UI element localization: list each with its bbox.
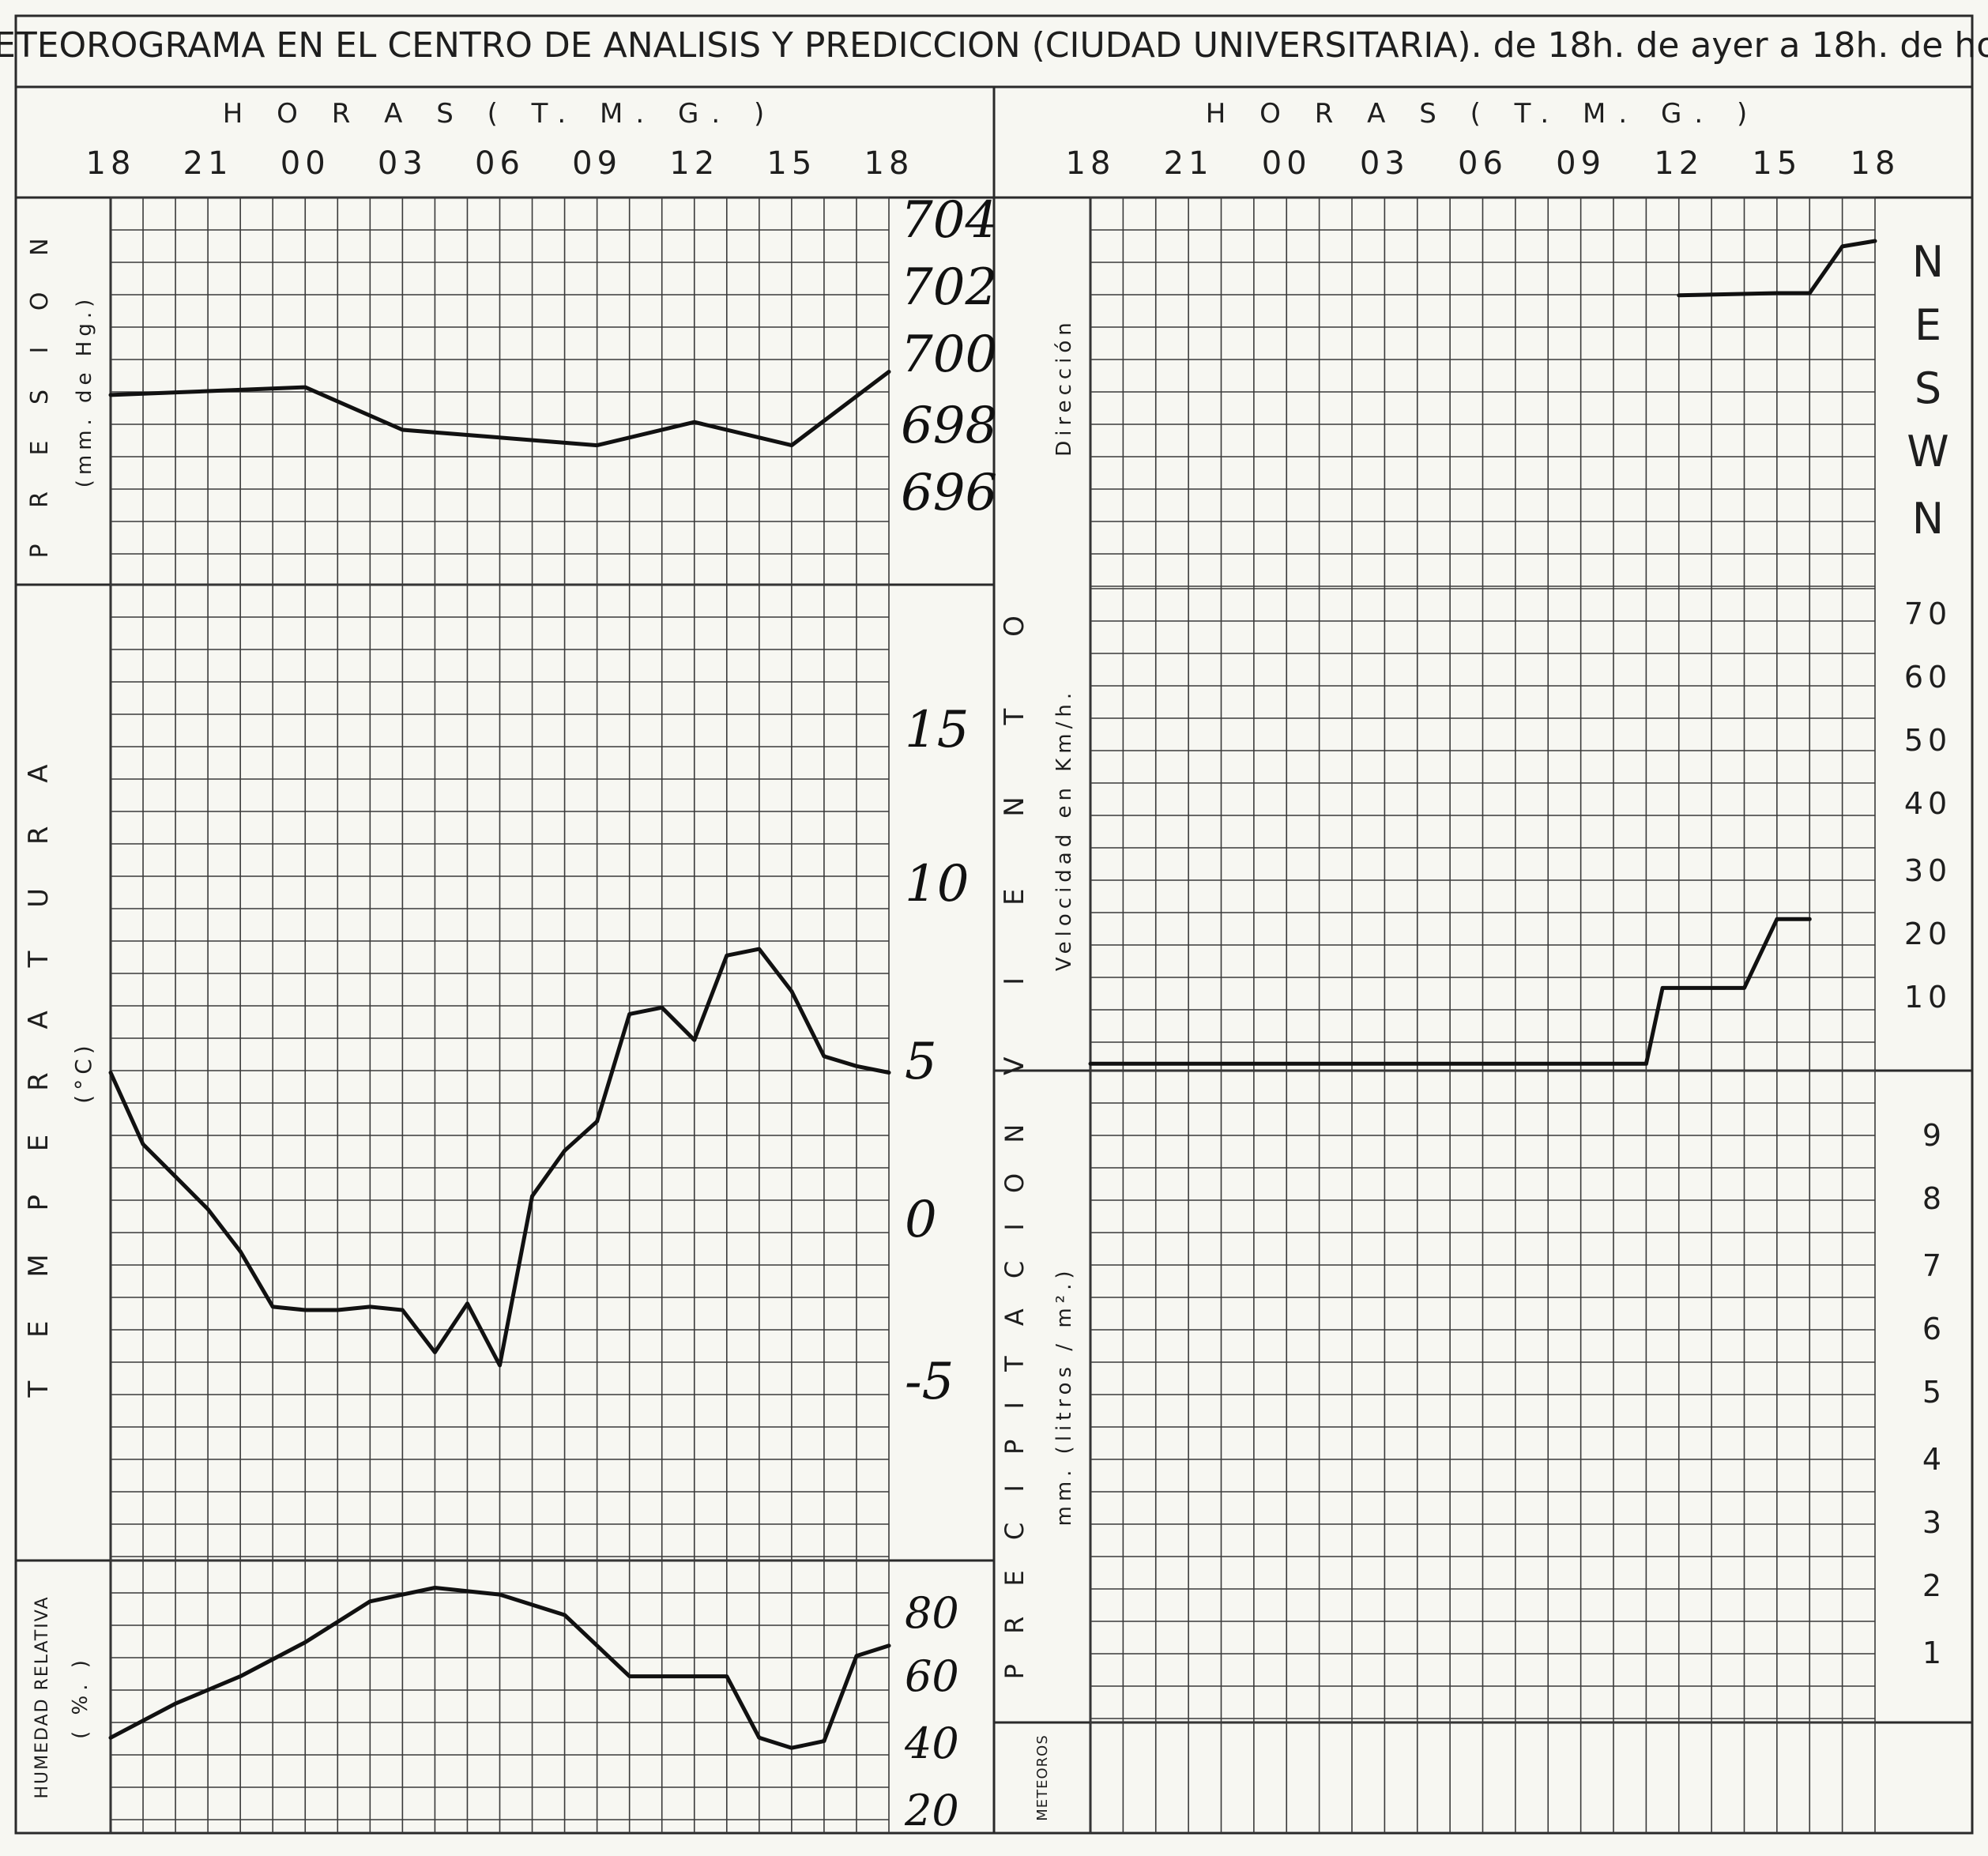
temperature-label: T E M P E R A T U R A (23, 747, 55, 1398)
right-hour-tick: 18 (1851, 145, 1900, 182)
precip-axis-label: 2 (1922, 1568, 1941, 1603)
left-hour-tick: 18 (86, 145, 136, 182)
pressure-axis-label: 702 (901, 258, 997, 317)
left-hour-tick: 12 (669, 145, 719, 182)
left-horas-header: H O R A S ( T. M. G. ) (223, 98, 777, 130)
humidity-axis-label: 60 (905, 1651, 959, 1701)
temperature-axis-label: 0 (905, 1191, 937, 1249)
precip-axis-label: 6 (1922, 1312, 1941, 1346)
pressure-axis-label: 698 (901, 397, 997, 455)
velocity-axis-label: 60 (1904, 660, 1952, 695)
wind-label: V I E N T O (999, 584, 1030, 1075)
direction-axis-label: E (1915, 300, 1941, 350)
page-title: METEOROGRAMA EN EL CENTRO DE ANALISIS Y … (0, 25, 1988, 66)
right-hour-tick: 18 (1066, 145, 1116, 182)
left-hour-tick: 18 (864, 145, 914, 182)
precip-axis-label: 3 (1922, 1505, 1941, 1540)
temperature-axis-label: 15 (905, 701, 969, 759)
right-hour-tick: 09 (1556, 145, 1606, 182)
precip-unit: mm. (litros / m².) (1052, 1267, 1076, 1527)
precip-label: P R E C I P I T A C I O N (1000, 1113, 1030, 1680)
right-hour-tick: 21 (1164, 145, 1214, 182)
wind-velocity-label: Velocidad en Km/h. (1052, 688, 1076, 971)
right-hour-tick: 06 (1458, 145, 1508, 182)
pressure-axis-label: 704 (901, 191, 997, 250)
velocity-axis-label: 70 (1904, 597, 1952, 631)
direction-axis-label: N (1912, 237, 1944, 287)
temperature-axis-label: 5 (905, 1033, 937, 1091)
precip-axis-label: 5 (1922, 1375, 1941, 1410)
left-hour-tick: 21 (183, 145, 233, 182)
velocity-axis-label: 30 (1904, 853, 1952, 888)
precip-axis-label: 7 (1922, 1248, 1941, 1283)
humidity-line (108, 1586, 891, 1750)
wind-direction-label: Dirección (1052, 318, 1076, 457)
left-hour-tick: 09 (572, 145, 622, 182)
temperature-axis-label: 10 (905, 855, 969, 913)
right-hour-tick: 12 (1654, 145, 1704, 182)
left-hour-tick: 06 (475, 145, 525, 182)
temperature-unit: (°C) (70, 1041, 96, 1103)
precip-axis-label: 9 (1922, 1118, 1941, 1153)
right-hour-tick: 03 (1360, 145, 1410, 182)
direction-axis-label: W (1907, 427, 1948, 476)
right-horas-header: H O R A S ( T. M. G. ) (1206, 98, 1760, 130)
humidity-axis-label: 80 (905, 1588, 959, 1638)
velocity-axis-label: 40 (1904, 786, 1952, 821)
temperature-axis-label: -5 (905, 1353, 954, 1411)
precip-axis-label: 4 (1922, 1442, 1941, 1477)
left-hour-tick: 00 (281, 145, 330, 182)
velocity-axis-label: 20 (1904, 917, 1952, 951)
velocity-axis-label: 50 (1904, 723, 1952, 758)
right-hour-tick: 15 (1752, 145, 1802, 182)
direction-axis-label: S (1915, 363, 1941, 413)
precip-axis-label: 1 (1922, 1636, 1941, 1670)
meteoros-label: METEOROS (1034, 1734, 1051, 1821)
right-hour-tick: 00 (1262, 145, 1312, 182)
direction-axis-label: N (1912, 494, 1944, 544)
left-hour-tick: 15 (766, 145, 816, 182)
humidity-axis-label: 20 (904, 1786, 959, 1835)
humidity-unit: ( %. ) (69, 1655, 92, 1739)
humidity-axis-label: 40 (904, 1719, 959, 1768)
velocity-axis-label: 10 (1904, 980, 1952, 1015)
pressure-axis-label: 700 (901, 326, 997, 384)
pressure-axis-label: 696 (901, 464, 997, 522)
pressure-label: P R E S I O N (26, 224, 54, 558)
left-hour-tick: 03 (378, 145, 427, 182)
precip-axis-label: 8 (1922, 1181, 1941, 1216)
humidity-label: HUMEDAD RELATIVA (32, 1596, 52, 1799)
pressure-unit: (mm. de Hg.) (73, 295, 96, 488)
